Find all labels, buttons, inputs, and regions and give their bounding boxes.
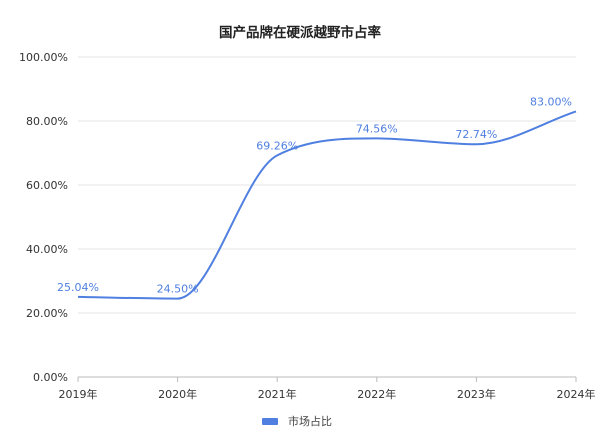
y-tick-label: 40.00% <box>26 243 68 256</box>
data-label: 74.56% <box>356 122 398 135</box>
series-layer: 25.04% 24.50% 69.26% 74.56% 72.74% 83.00% <box>57 95 577 300</box>
chart-title: 国产品牌在硬派越野市占率 <box>219 24 381 41</box>
y-axis-tick-labels: 0.00% 20.00% 40.00% 60.00% 80.00% 100.00% <box>19 51 68 384</box>
data-label: 24.50% <box>157 283 199 296</box>
x-tick-label: 2019年 <box>59 387 98 401</box>
series-line-market-share <box>77 110 577 300</box>
y-tick-label: 0.00% <box>33 371 68 384</box>
data-label: 72.74% <box>455 128 497 141</box>
y-tick-label: 20.00% <box>26 307 68 320</box>
x-tick-label: 2024年 <box>557 387 596 401</box>
x-axis-tick-labels: 2019年 2020年 2021年 2022年 2023年 2024年 <box>59 377 596 401</box>
data-label: 25.04% <box>57 281 99 294</box>
legend: 市场占比 <box>262 414 332 428</box>
x-tick-label: 2022年 <box>357 387 396 401</box>
y-tick-label: 80.00% <box>26 115 68 128</box>
y-tick-label: 60.00% <box>26 179 68 192</box>
gridlines <box>78 56 576 378</box>
legend-label: 市场占比 <box>288 414 332 428</box>
x-tick-label: 2023年 <box>457 387 496 401</box>
legend-swatch <box>262 418 278 425</box>
x-tick-label: 2021年 <box>258 387 297 401</box>
y-tick-label: 100.00% <box>19 51 68 64</box>
data-label: 69.26% <box>256 139 298 152</box>
x-tick-label: 2020年 <box>158 387 197 401</box>
data-label: 83.00% <box>530 95 572 108</box>
